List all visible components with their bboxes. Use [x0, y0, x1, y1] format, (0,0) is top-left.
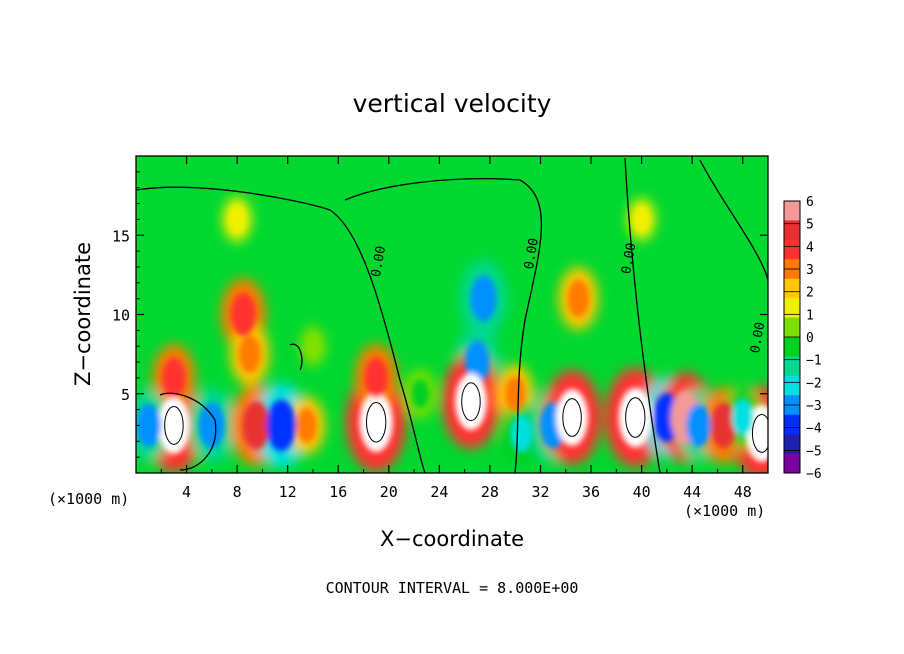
field-core-24: [710, 402, 737, 449]
y-axis: 5 10 15: [112, 171, 768, 458]
contour-label-2: 0.00: [619, 242, 639, 275]
field-core-10: [364, 357, 388, 399]
contour-label-0: 0.00: [369, 245, 389, 278]
field-core-2: [136, 403, 161, 448]
colorbar-label-8: −2: [806, 376, 822, 391]
colorbar-label-2: 4: [806, 240, 814, 255]
colorbar-label-12: −6: [806, 467, 822, 482]
colorbar-swatch-4: [784, 278, 800, 299]
y-tick-label-15: 15: [112, 227, 130, 245]
field-core-4: [231, 292, 256, 337]
x-tick-label-12: 12: [279, 483, 297, 501]
colorbar-label-7: −1: [806, 354, 822, 369]
contour-labels: 0.00 0.00 0.00 0.00: [369, 237, 768, 354]
x-tick-label-44: 44: [683, 483, 701, 501]
colorbar-swatch-6: [784, 317, 800, 338]
field-core-6: [242, 401, 270, 450]
field-core-11: [411, 378, 430, 409]
x-tick-label-4: 4: [182, 483, 191, 501]
field-extreme-14: [461, 382, 481, 422]
y-tick-label-10: 10: [112, 307, 130, 325]
field-core-5: [238, 335, 261, 374]
contour-label-1: 0.00: [522, 237, 542, 270]
x-tick-label-40: 40: [633, 483, 651, 501]
colorbar-swatch-7: [784, 337, 800, 357]
colorbar-swatch-9: [784, 375, 800, 396]
colorbar-label-0: 6: [806, 195, 814, 210]
field-core-1: [162, 357, 186, 399]
colorbar-label-11: −5: [806, 444, 822, 459]
field-core-8: [296, 407, 317, 444]
colorbar-label-5: 1: [806, 308, 814, 323]
colorbar-swatch-5: [784, 298, 800, 319]
field-core-27: [305, 334, 321, 359]
x-tick-label-24: 24: [430, 483, 448, 501]
x-tick-label-16: 16: [329, 483, 347, 501]
x-tick-label-28: 28: [481, 483, 499, 501]
colorbar-label-9: −3: [806, 399, 822, 414]
colorbar-swatch-8: [784, 356, 800, 377]
colorbar-swatch-11: [784, 414, 800, 435]
colorbar-label-10: −4: [806, 422, 822, 437]
field-core-28: [229, 205, 246, 233]
colorbar-swatch-12: [784, 434, 800, 455]
colorbar-swatch-1: [784, 220, 800, 241]
field-core-15: [505, 376, 526, 412]
field-core-13: [464, 340, 490, 384]
field-core-18: [567, 279, 590, 318]
contour-label-3: 0.00: [748, 321, 768, 354]
field-core-26: [731, 398, 754, 437]
colorbar-label-6: 0: [806, 331, 814, 346]
field-extreme-20: [625, 397, 646, 438]
field-core-3: [198, 402, 225, 449]
y-tick-label-5: 5: [121, 386, 130, 404]
colorbar-label-4: 2: [806, 286, 814, 301]
y-axis-label: Z−coordinate: [71, 242, 95, 386]
chart-title: vertical velocity: [353, 89, 552, 118]
field-core-12: [470, 275, 497, 322]
field-core-23: [686, 403, 711, 448]
x-tick-label-20: 20: [380, 483, 398, 501]
x-unit-label-right: (×1000 m): [684, 502, 765, 520]
x-unit-label-left: (×1000 m): [48, 490, 129, 508]
plot-area: [136, 156, 768, 473]
x-tick-label-8: 8: [233, 483, 242, 501]
colorbar-label-1: 5: [806, 218, 814, 233]
colorbar-swatch-0: [784, 201, 800, 221]
x-axis-label: X−coordinate: [380, 527, 524, 551]
colorbar-label-3: 3: [806, 263, 814, 278]
contour-interval-text: CONTOUR INTERVAL = 8.000E+00: [326, 579, 579, 597]
colorbar-swatch-2: [784, 239, 800, 260]
field-core-29: [633, 206, 650, 233]
field-extreme-9: [365, 401, 387, 443]
field-extreme-25: [751, 413, 768, 453]
zero-contour-lines: [136, 157, 768, 473]
x-axis: 4 8 12 16 20 24 28 32 36 40 44 48: [160, 156, 752, 501]
x-tick-label-32: 32: [531, 483, 549, 501]
x-tick-label-36: 36: [582, 483, 600, 501]
field-core-7: [266, 399, 296, 452]
field-extreme-19: [562, 398, 582, 437]
field-core-16: [510, 414, 533, 453]
field-extreme-0: [164, 406, 184, 445]
colorbar-swatch-13: [784, 453, 800, 474]
colorbar-legend: 6 5 4 3 2 1 0 −1 −2 −3 −4 −5 −6: [783, 195, 822, 482]
x-tick-label-48: 48: [734, 483, 752, 501]
